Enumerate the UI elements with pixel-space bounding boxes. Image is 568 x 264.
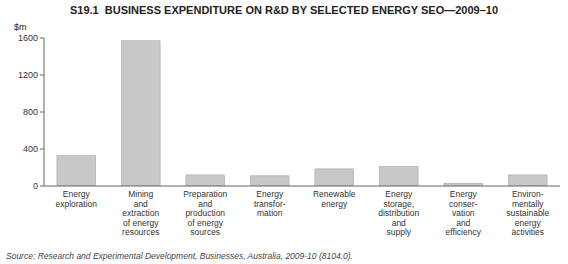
- bar: [508, 175, 547, 186]
- bar: [121, 41, 160, 186]
- y-tick: [40, 186, 44, 187]
- y-tick-label: 800: [23, 107, 38, 117]
- y-axis-label: $m: [14, 22, 27, 32]
- source-note: Source: Research and Experimental Develo…: [6, 251, 353, 261]
- chart-container: S19.1 BUSINESS EXPENDITURE ON R&D BY SEL…: [0, 0, 568, 264]
- title: S19.1 BUSINESS EXPENDITURE ON R&D BY SEL…: [70, 4, 498, 16]
- y-tick-label: 1200: [18, 70, 38, 80]
- x-tick-label: Miningandextractionof energyresources: [122, 189, 159, 237]
- x-tick-label: Energytransfor-mation: [254, 189, 286, 218]
- x-tick-label: Energyexploration: [55, 189, 97, 209]
- x-tick-label: Energystorage,distributionandsupply: [378, 189, 419, 237]
- bar: [186, 175, 225, 186]
- x-axis-line: [44, 186, 560, 187]
- bar: [315, 169, 354, 186]
- x-tick-label: Energyconser-vationandefficiency: [446, 189, 482, 237]
- y-tick: [40, 38, 44, 39]
- y-axis-line: [44, 38, 45, 186]
- y-tick: [40, 75, 44, 76]
- bars: [57, 41, 547, 186]
- y-tick-label: 400: [23, 144, 38, 154]
- x-tick-label: Preparationandproductionof energysources: [183, 189, 227, 237]
- bar: [57, 155, 96, 186]
- x-tick-label: Renewableenergy: [313, 189, 356, 209]
- chart-svg: S19.1 BUSINESS EXPENDITURE ON R&D BY SEL…: [0, 0, 568, 264]
- y-tick: [40, 112, 44, 113]
- y-tick: [40, 149, 44, 150]
- bar: [250, 176, 289, 186]
- y-tick-label: 0: [33, 181, 38, 191]
- y-tick-label: 1600: [18, 33, 38, 43]
- bar: [379, 167, 418, 186]
- x-tick-label: Environ-mentallysustainableenergyactivit…: [506, 189, 549, 237]
